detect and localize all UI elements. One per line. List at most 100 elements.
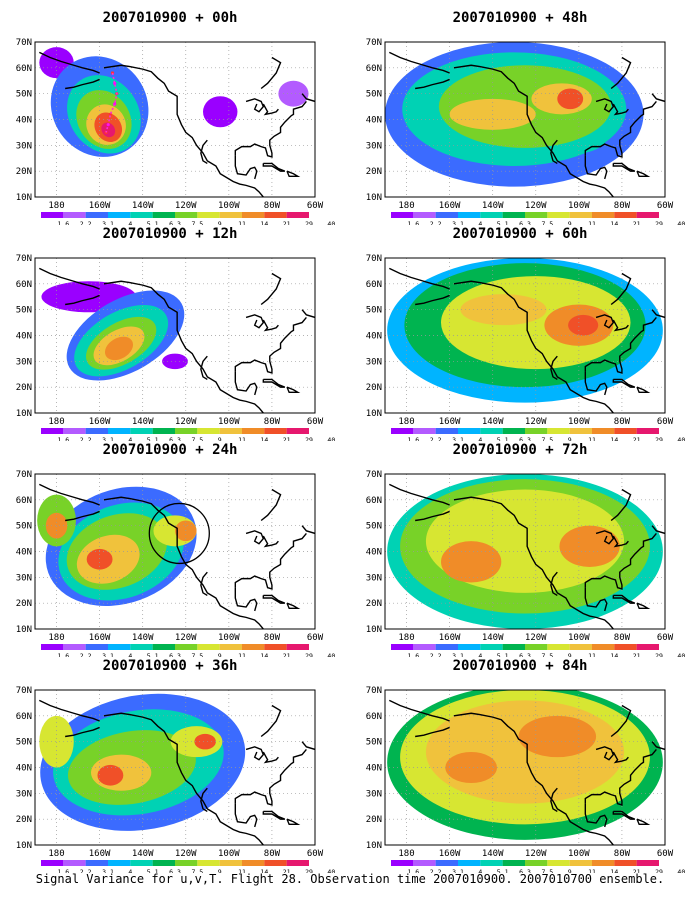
colorbar-label: 11	[588, 868, 596, 873]
lat-tick-label: 40N	[366, 332, 382, 342]
lat-tick-label: 40N	[16, 332, 32, 342]
lat-tick-label: 20N	[366, 815, 382, 825]
coastline	[200, 571, 208, 597]
colorbar-label: 9	[568, 436, 572, 441]
lon-tick-label: 60W	[307, 201, 324, 211]
lon-tick-label: 80W	[614, 633, 631, 643]
colorbar-swatch	[286, 644, 309, 650]
colorbar-label: 5.1	[147, 652, 159, 657]
colorbar-swatch	[197, 428, 220, 434]
lon-tick-label: 60W	[657, 417, 674, 427]
colorbar-swatch	[614, 428, 637, 434]
lon-tick-label: 180	[48, 633, 64, 643]
coastline	[286, 170, 301, 178]
lat-tick-label: 60N	[366, 64, 382, 74]
contour-group	[387, 258, 663, 403]
coastline	[200, 139, 208, 165]
heatmap-60h: 10N 20N 30N 40N 50N 60N 70N 180 160W 140W 120W 100W…	[366, 254, 686, 441]
colorbar-swatch	[480, 428, 503, 434]
colorbar-swatch	[197, 860, 220, 866]
lat-tick-label: 50N	[366, 738, 382, 748]
colorbar-label: 14	[610, 436, 618, 441]
colorbar-label: 21	[283, 220, 291, 225]
colorbar-swatch	[636, 212, 659, 218]
coastline-group	[39, 483, 315, 629]
heatmap-84h: 10N 20N 30N 40N 50N 60N 70N 180 160W 140W 120W 100W…	[366, 686, 686, 873]
colorbar-swatch	[85, 212, 108, 218]
lon-tick-label: 140W	[482, 849, 504, 859]
colorbar-label: 21	[283, 436, 291, 441]
lat-tick-label: 40N	[366, 764, 382, 774]
colorbar-label: 21	[633, 868, 641, 873]
coastline	[234, 100, 307, 158]
colorbar-label: 6.3	[519, 868, 531, 873]
colorbar-swatch	[547, 644, 570, 650]
coastline-group	[39, 51, 315, 197]
lon-tick-label: 140W	[132, 849, 154, 859]
panel-60h: 2007010900 + 60h 10N 20N 30N 40N 50N 60N 70N 18…	[350, 226, 690, 441]
coastline-group	[389, 267, 665, 413]
lat-tick-label: 70N	[366, 254, 382, 264]
coastline	[389, 483, 450, 506]
colorbar-swatch	[569, 212, 592, 218]
lat-tick-label: 20N	[366, 599, 382, 609]
lat-tick-label: 20N	[366, 383, 382, 393]
colorbar-label: 3.1	[452, 652, 464, 657]
lon-tick-label: 100W	[218, 417, 240, 427]
coastline	[260, 488, 282, 522]
coastline	[550, 355, 558, 381]
colorbar-swatch	[525, 644, 548, 650]
colorbar-swatch	[242, 644, 265, 650]
colorbar-swatch	[547, 212, 570, 218]
coastline	[651, 309, 665, 319]
lon-tick-label: 100W	[568, 849, 590, 859]
colorbar-swatch	[636, 644, 659, 650]
coastline-group	[39, 267, 315, 413]
coastline	[200, 787, 208, 813]
colorbar-label: 6.3	[169, 220, 181, 225]
lon-tick-label: 140W	[482, 201, 504, 211]
lon-tick-label: 60W	[657, 633, 674, 643]
coastline-group	[39, 699, 315, 845]
coastline	[415, 726, 450, 738]
colorbar-label: 3.1	[102, 868, 114, 873]
lat-tick-label: 10N	[366, 625, 382, 635]
colorbar-label: 29	[655, 652, 663, 657]
lat-tick-label: 10N	[366, 841, 382, 851]
contour-blob	[101, 122, 116, 138]
lon-tick-label: 160W	[89, 633, 111, 643]
coastline	[584, 371, 608, 396]
colorbar-swatch	[85, 860, 108, 866]
colorbar-swatch	[108, 212, 131, 218]
lon-tick-label: 120W	[525, 633, 547, 643]
coastline	[651, 93, 665, 103]
contour-blob	[559, 525, 620, 567]
colorbar-swatch	[219, 860, 242, 866]
coastline	[262, 810, 286, 820]
panel-title: 2007010900 + 12h	[102, 226, 238, 242]
colorbar-label: 21	[633, 220, 641, 225]
colorbar-label: 40	[677, 652, 685, 657]
colorbar-label: 40	[677, 220, 685, 225]
lat-tick-label: 30N	[366, 573, 382, 583]
colorbar-label: 5.1	[147, 220, 159, 225]
contour-blob	[203, 96, 238, 128]
colorbar-label: 14	[260, 220, 268, 225]
lat-tick-label: 20N	[366, 167, 382, 177]
lat-tick-label: 40N	[366, 548, 382, 558]
colorbar-swatch	[614, 860, 637, 866]
colorbar-label: 9	[568, 220, 572, 225]
colorbar-swatch	[636, 428, 659, 434]
lat-tick-label: 30N	[366, 141, 382, 151]
coastline	[234, 371, 258, 396]
coastline	[636, 386, 651, 394]
colorbar-label: 21	[283, 868, 291, 873]
heatmap-36h: 10N 20N 30N 40N 50N 60N 70N 180 160W 140W 120W 100W…	[16, 686, 336, 873]
panel-48h: 2007010900 + 48h 10N 20N 30N 40N 50N 60N 70N 18…	[350, 10, 690, 225]
colorbar-label: 2.2	[80, 436, 92, 441]
lat-tick-label: 50N	[366, 90, 382, 100]
coastline	[612, 751, 629, 764]
colorbar-swatch	[41, 644, 64, 650]
lon-tick-label: 100W	[568, 633, 590, 643]
coastline	[595, 314, 615, 329]
